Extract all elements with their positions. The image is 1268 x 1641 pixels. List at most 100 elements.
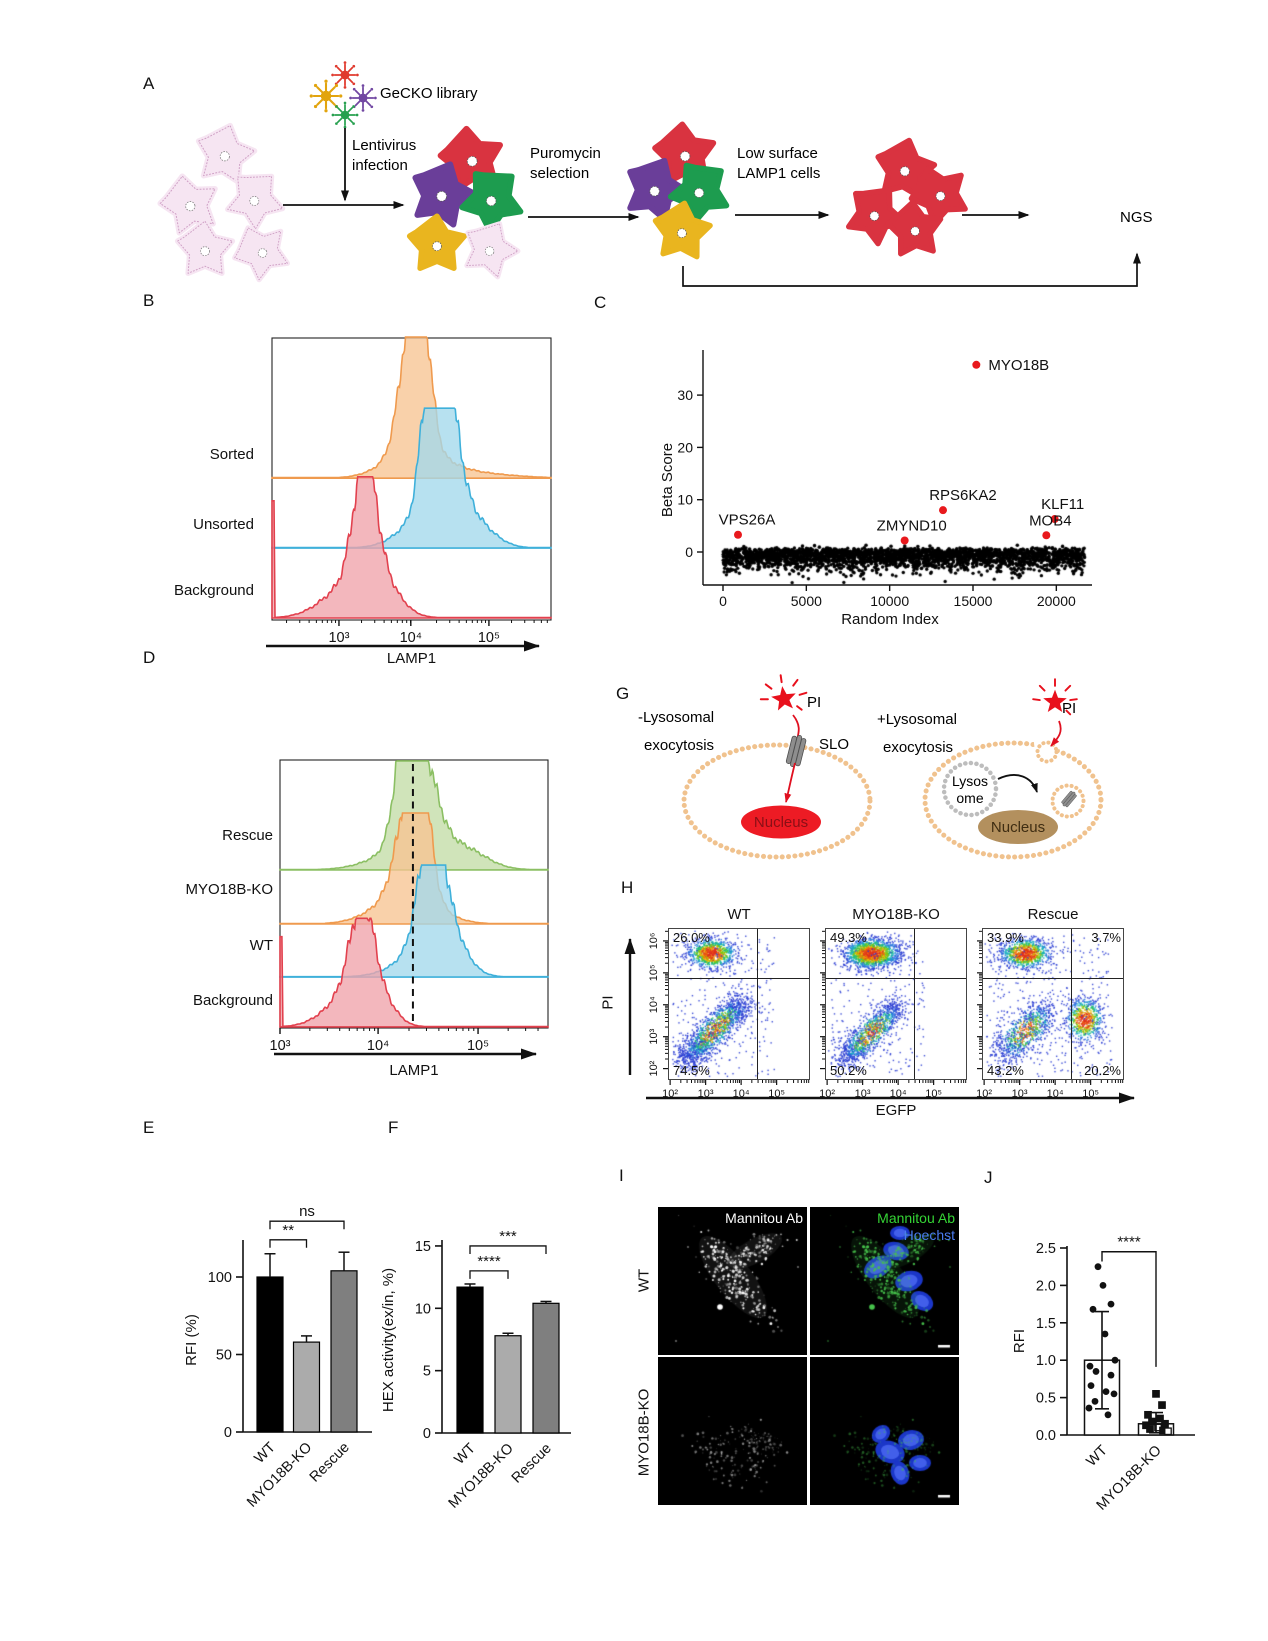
data-point bbox=[1158, 1401, 1166, 1409]
quadrant-pct-bl: 50.2% bbox=[830, 1063, 867, 1078]
chart-label: 20000 bbox=[1037, 593, 1076, 609]
data-point bbox=[1111, 1356, 1119, 1364]
flow-plot-wt: 26.0% 74.5% bbox=[668, 928, 810, 1080]
data-point bbox=[1161, 1419, 1169, 1428]
h-plot-title-rescue: Rescue bbox=[1027, 906, 1079, 923]
step2-line1: Puromycin bbox=[530, 145, 601, 162]
data-point bbox=[1156, 1414, 1164, 1423]
chart-label: 5 bbox=[423, 1364, 431, 1380]
hit-gene-dot-VPS26A bbox=[734, 530, 742, 539]
step3-line2: LAMP1 cells bbox=[737, 165, 820, 182]
pi-blocked-arrow bbox=[1050, 720, 1062, 747]
chart-label: 5000 bbox=[791, 593, 822, 609]
lysosome-fusion-arrow bbox=[997, 774, 1038, 793]
histogram-Unsorted bbox=[271, 407, 552, 549]
panel-label-i: I bbox=[619, 1166, 624, 1185]
data-point bbox=[1110, 1390, 1118, 1398]
lamp1-histogram-d: 10³ 10⁴ 10⁵ bbox=[270, 759, 549, 1060]
chart-label: **** bbox=[1117, 1234, 1141, 1251]
micro-col2-header-ab: Mannitou Ab bbox=[877, 1210, 955, 1226]
micro-row-label-wt: WT bbox=[635, 1268, 653, 1293]
quadrant-pct-bl: 43.2% bbox=[987, 1063, 1024, 1078]
chart-label: 1.0 bbox=[1036, 1353, 1056, 1369]
g-right-caption-2: exocytosis bbox=[883, 739, 953, 756]
hit-gene-dot-MYO18B bbox=[972, 360, 981, 369]
chart-label: 10³ bbox=[328, 630, 349, 646]
data-point bbox=[1086, 1362, 1094, 1370]
chart-label: 10³ bbox=[648, 1028, 660, 1044]
chart-label: 10⁵ bbox=[648, 964, 660, 981]
chart-label: 0 bbox=[224, 1425, 232, 1441]
chart-label: Beta Score bbox=[659, 443, 676, 517]
chart-label: HEX activity(ex/in, %) bbox=[380, 1268, 397, 1412]
data-point bbox=[1104, 1411, 1112, 1419]
g-right-caption-1: +Lysosomal bbox=[877, 711, 957, 728]
chart-label: *** bbox=[499, 1228, 517, 1245]
chart-label: **** bbox=[477, 1253, 501, 1270]
micro-wt-merge bbox=[810, 1207, 959, 1355]
chart-label: 0 bbox=[685, 544, 693, 560]
histogram-row-label: Rescue bbox=[222, 827, 273, 844]
flow-plot-rescue: 33.9% 3.7% 43.2% 20.2% bbox=[982, 928, 1124, 1080]
chart-label: Rescue bbox=[509, 1441, 555, 1487]
hit-gene-dot-KLF11 bbox=[1050, 515, 1059, 524]
chart-label: 0.5 bbox=[1036, 1391, 1056, 1407]
chart-label: 10000 bbox=[870, 593, 909, 609]
bar-Rescue bbox=[330, 1270, 358, 1433]
g-left-caption-2: exocytosis bbox=[644, 737, 714, 754]
quadrant-pct-bl: 74.5% bbox=[673, 1063, 710, 1078]
slo-label: SLO bbox=[819, 736, 849, 753]
internalized-slo-icon bbox=[1060, 789, 1078, 809]
h-plot-title-ko: MYO18B-KO bbox=[852, 906, 940, 923]
chart-label: 10⁴ bbox=[367, 1038, 389, 1054]
quadrant-pct-br: 20.2% bbox=[1084, 1063, 1121, 1078]
chart-label: 20 bbox=[677, 439, 693, 455]
histogram-MYO18B-KO bbox=[279, 812, 549, 925]
histogram-Sorted bbox=[271, 336, 552, 479]
beta-score-scatter: 0 10 20 30 0 5000 10000 15000 20000 Random Index B… bbox=[659, 350, 1092, 628]
data-point bbox=[1087, 1382, 1095, 1390]
chart-label: 2.0 bbox=[1036, 1278, 1056, 1294]
gecko-library-icon bbox=[308, 60, 378, 130]
sig-bracket bbox=[269, 1239, 308, 1248]
micro-wt-antibody bbox=[658, 1207, 807, 1355]
flow-density-canvas bbox=[826, 929, 966, 1079]
data-point bbox=[1092, 1368, 1100, 1375]
chart-label: MOB4 bbox=[1029, 512, 1072, 529]
b-x-axis-label: LAMP1 bbox=[386, 650, 437, 667]
nucleus-label-left: Nucleus bbox=[754, 814, 808, 831]
data-point bbox=[1144, 1410, 1152, 1419]
chart-label: 50 bbox=[216, 1348, 232, 1364]
chart-label: 2.5 bbox=[1036, 1241, 1056, 1257]
chart-label: 0.0 bbox=[1036, 1428, 1056, 1444]
histogram-row-label: MYO18B-KO bbox=[185, 881, 273, 898]
pi-label-left: PI bbox=[807, 694, 821, 711]
pi-to-nucleus-arrow bbox=[784, 762, 796, 803]
selected-cells bbox=[620, 122, 742, 258]
nucleus-label-right: Nucleus bbox=[991, 819, 1045, 836]
quadrant-vline bbox=[1070, 929, 1072, 1079]
micro-col1-header: Mannitou Ab bbox=[725, 1210, 803, 1226]
chart-label: 0 bbox=[719, 593, 727, 609]
hit-gene-dot-ZMYND10 bbox=[900, 536, 909, 545]
data-point bbox=[1146, 1425, 1154, 1433]
lamp1-histogram-b: 10³ 10⁴ 10⁵ bbox=[266, 336, 552, 652]
step1-line1: Lentivirus bbox=[352, 137, 416, 154]
step1-line2: infection bbox=[352, 157, 408, 174]
cell-membrane-left bbox=[681, 742, 873, 860]
chart-label: Rescue bbox=[307, 1440, 353, 1486]
chart-label: WT bbox=[452, 1440, 479, 1467]
step2-line2: selection bbox=[530, 165, 589, 182]
quadrant-hline bbox=[826, 977, 966, 979]
data-point bbox=[1085, 1404, 1093, 1412]
chart-label: 0 bbox=[423, 1426, 431, 1442]
panel-label-h: H bbox=[621, 878, 634, 897]
repair-vesicle bbox=[1050, 783, 1086, 819]
chart-label: 15 bbox=[415, 1239, 431, 1255]
panel-label-a: A bbox=[143, 74, 155, 93]
quadrant-pct-tl: 33.9% bbox=[987, 930, 1024, 945]
panel-label-e: E bbox=[143, 1118, 155, 1137]
